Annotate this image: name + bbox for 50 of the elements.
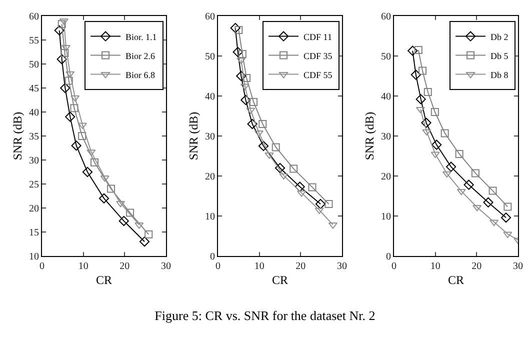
y-tick-label: 50	[29, 60, 39, 70]
y-tick-label: 30	[205, 132, 215, 142]
y-axis-title: SNR (dB)	[186, 112, 200, 160]
x-tick-label: 20	[472, 261, 482, 272]
x-axis-title: CR	[272, 272, 288, 287]
legend-label: CDF 11	[304, 32, 332, 42]
x-tick-label: 30	[513, 261, 523, 272]
y-tick-label: 50	[205, 52, 215, 62]
legend-label: Db 2	[490, 32, 508, 42]
y-tick-label: 20	[29, 204, 39, 214]
x-axis-title: CR	[96, 272, 112, 287]
y-tick-label: 50	[381, 52, 391, 62]
y-tick-label: 25	[29, 180, 39, 190]
y-tick-label: 40	[29, 108, 39, 118]
x-tick-label: 10	[254, 261, 264, 272]
legend-label: Bior. 1.1	[126, 32, 157, 42]
legend-label: Bior 2.6	[126, 50, 156, 61]
y-tick-label: 30	[29, 156, 39, 166]
y-tick-label: 60	[205, 12, 215, 22]
legend-label: Db 8	[490, 70, 509, 80]
y-tick-label: 10	[381, 212, 391, 222]
y-tick-label: 60	[29, 12, 39, 22]
x-axis-title: CR	[448, 272, 464, 287]
legend-label: Bior 6.8	[126, 70, 156, 80]
y-tick-label: 15	[29, 228, 39, 238]
y-tick-label: 45	[29, 84, 39, 94]
legend-label: CDF 35	[304, 50, 333, 61]
y-tick-label: 55	[29, 36, 39, 46]
y-tick-label: 30	[381, 132, 391, 142]
y-tick-label: 0	[210, 252, 215, 262]
x-tick-label: 10	[430, 261, 440, 272]
y-tick-label: 40	[205, 92, 215, 102]
legend-label: Db 5	[490, 50, 509, 61]
y-tick-label: 10	[205, 212, 215, 222]
legend-label: CDF 55	[304, 70, 333, 80]
y-tick-label: 40	[381, 92, 391, 102]
y-axis-title: SNR (dB)	[10, 112, 24, 160]
x-tick-label: 30	[161, 261, 171, 272]
y-tick-label: 35	[29, 132, 39, 142]
y-tick-label: 0	[386, 252, 391, 262]
x-tick-label: 20	[120, 261, 130, 272]
y-axis-title: SNR (dB)	[362, 112, 376, 160]
y-tick-label: 10	[29, 252, 39, 262]
y-tick-label: 20	[205, 172, 215, 182]
x-tick-label: 30	[337, 261, 347, 272]
caption: Figure 5: CR vs. SNR for the dataset Nr. 2	[154, 308, 376, 324]
x-tick-label: 20	[296, 261, 306, 272]
y-tick-label: 60	[381, 12, 391, 22]
y-tick-label: 20	[381, 172, 391, 182]
x-tick-label: 10	[78, 261, 88, 272]
